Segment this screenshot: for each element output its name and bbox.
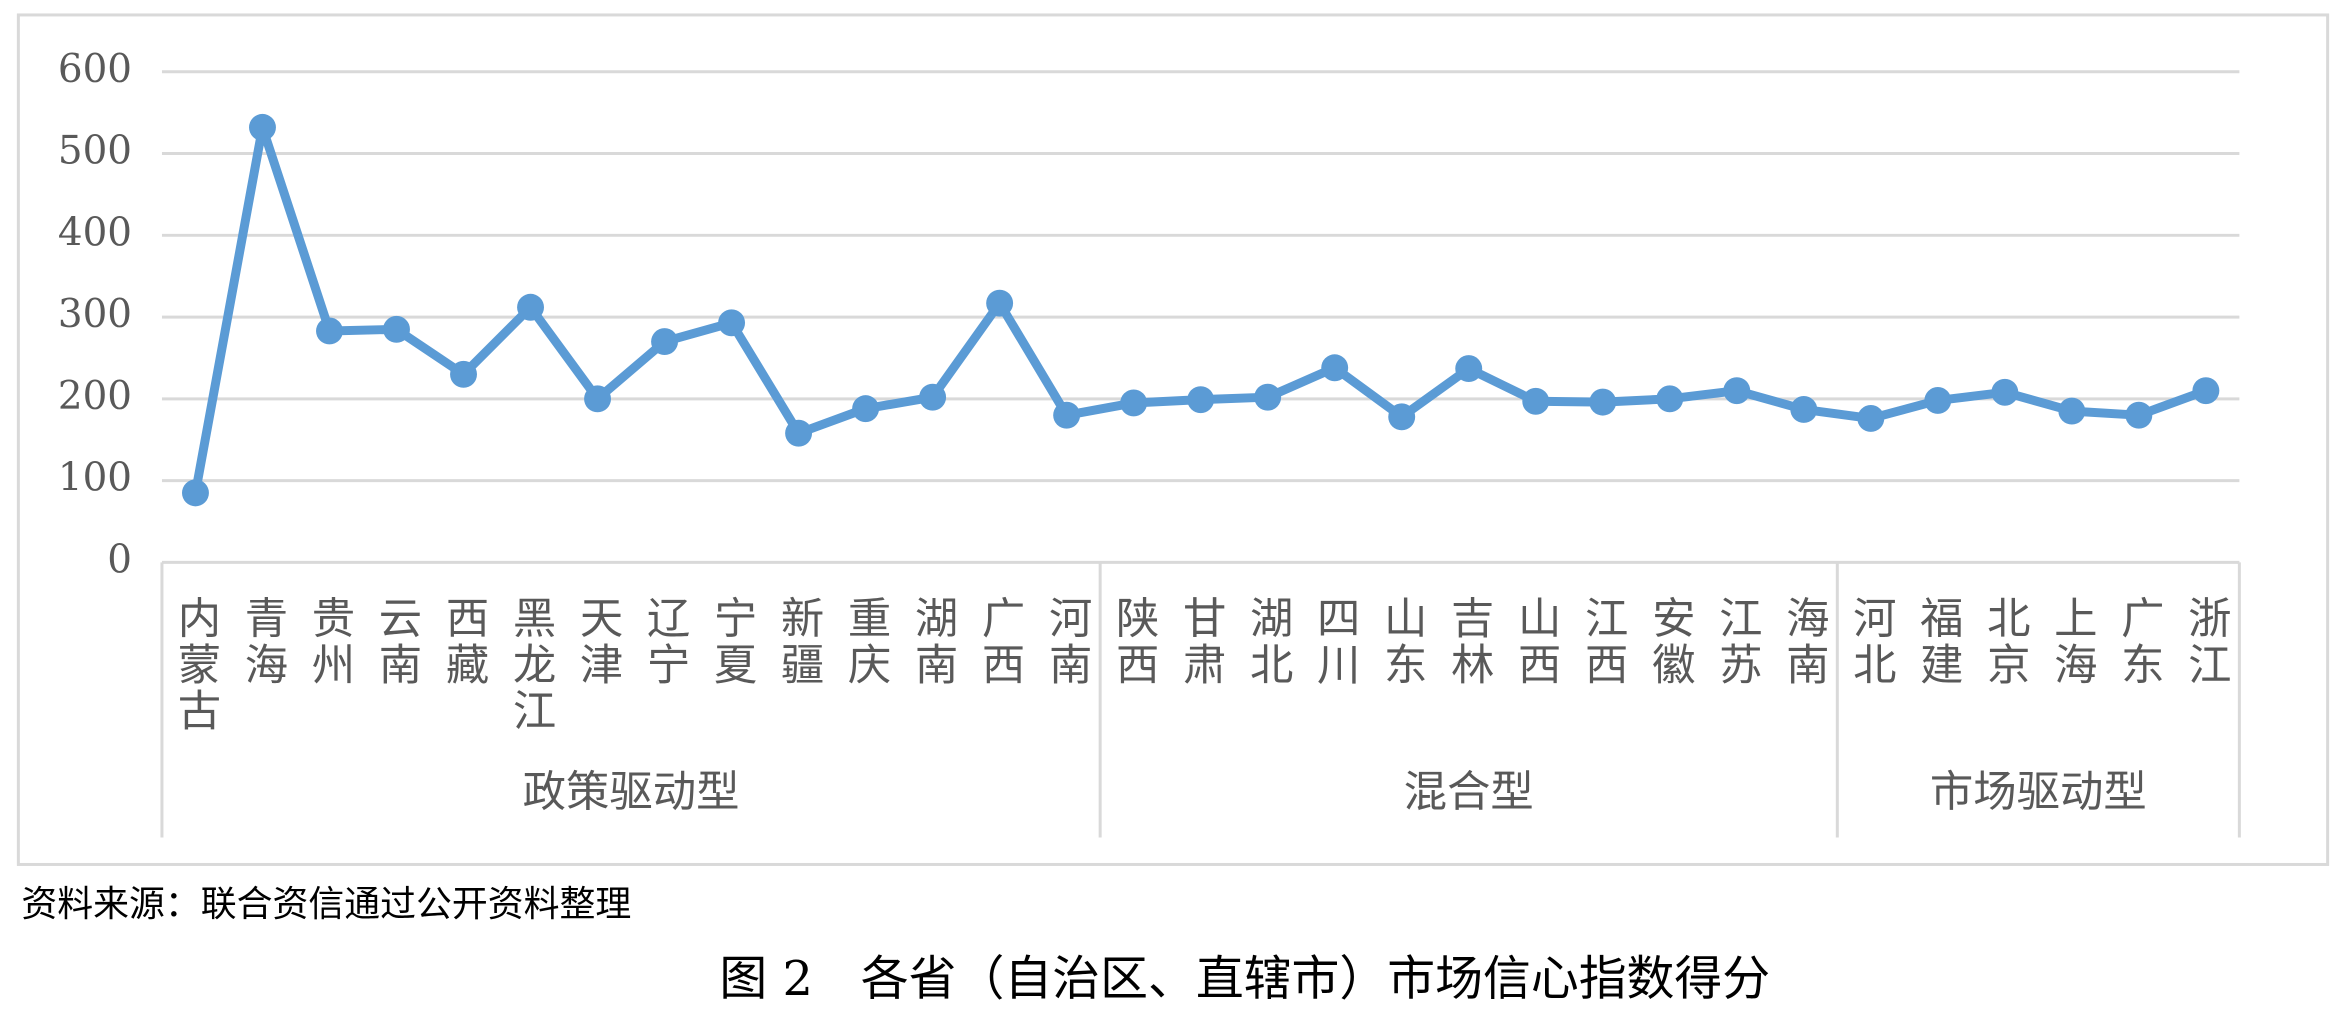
marker xyxy=(517,293,544,321)
marker xyxy=(249,113,276,141)
x-tick-label: 青海 xyxy=(237,595,287,688)
group-label: 政策驱动型 xyxy=(523,768,740,818)
marker xyxy=(383,315,410,343)
chart-border xyxy=(16,13,2330,866)
x-tick-label: 湖南 xyxy=(908,595,958,688)
x-tick-label: 重庆 xyxy=(841,595,891,688)
marker xyxy=(1924,387,1952,414)
marker xyxy=(450,360,477,388)
marker xyxy=(1321,354,1349,382)
x-tick-label: 陕西 xyxy=(1109,595,1159,688)
x-tick-label: 天津 xyxy=(573,595,623,688)
x-tick-label: 浙江 xyxy=(2181,595,2231,688)
marker xyxy=(1254,383,1282,411)
x-tick-label: 江苏 xyxy=(1712,595,1762,688)
y-tick-label: 300 xyxy=(58,292,132,337)
x-tick-label: 西藏 xyxy=(439,595,489,688)
marker xyxy=(2058,397,2086,425)
marker xyxy=(1053,401,1081,429)
marker xyxy=(1388,403,1416,431)
marker xyxy=(718,309,746,337)
marker xyxy=(2192,377,2220,405)
marker xyxy=(1991,378,2019,406)
marker xyxy=(1522,387,1550,415)
x-tick-label: 内蒙古 xyxy=(170,595,220,734)
x-tick-label: 广西 xyxy=(975,595,1025,688)
x-tick-label: 安徽 xyxy=(1645,595,1696,688)
line xyxy=(191,122,2208,494)
x-tick-label: 广东 xyxy=(2114,595,2164,688)
y-tick-label: 200 xyxy=(58,374,132,419)
x-tick-label: 贵州 xyxy=(304,595,354,688)
marker xyxy=(1120,389,1148,417)
x-tick-label: 山西 xyxy=(1511,595,1561,688)
y-tick-label: 400 xyxy=(58,210,132,255)
x-tick-label: 上海 xyxy=(2047,595,2097,688)
x-tick-label: 甘肃 xyxy=(1176,595,1226,688)
figure-caption: 图 2 各省（自治区、直辖市）市场信心指数得分 xyxy=(719,952,1770,1007)
source-note: 资料来源：联合资信通过公开资料整理 xyxy=(21,884,631,925)
marker xyxy=(182,479,209,507)
x-tick-label: 北京 xyxy=(1980,595,2030,688)
x-tick-label: 新疆 xyxy=(774,595,824,688)
marker xyxy=(584,385,612,413)
marker xyxy=(785,419,813,447)
marker xyxy=(1857,404,1885,432)
group-label: 市场驱动型 xyxy=(1930,768,2147,818)
marker xyxy=(1723,377,1751,405)
marker xyxy=(1656,385,1684,413)
x-tick-label: 河北 xyxy=(1846,595,1896,688)
marker xyxy=(2125,401,2153,429)
x-tick-label: 湖北 xyxy=(1243,595,1293,688)
marker xyxy=(651,328,679,356)
marker xyxy=(852,395,880,423)
marker xyxy=(1187,386,1215,414)
x-tick-label: 宁夏 xyxy=(707,595,757,688)
y-tick-label: 600 xyxy=(58,47,132,92)
marker xyxy=(1589,388,1617,416)
group-label: 混合型 xyxy=(1404,768,1534,818)
marker xyxy=(1455,355,1483,383)
x-tick-label: 四川 xyxy=(1310,595,1360,688)
marker xyxy=(919,383,947,411)
x-tick-label: 辽宁 xyxy=(640,595,690,688)
x-tick-label: 云南 xyxy=(372,595,422,688)
marker xyxy=(1790,396,1818,423)
x-tick-label: 黑龙江 xyxy=(506,595,556,734)
x-tick-label: 福建 xyxy=(1913,595,1964,688)
x-tick-label: 吉林 xyxy=(1444,595,1494,688)
marker xyxy=(316,317,343,345)
marker xyxy=(986,289,1014,317)
y-tick-label: 500 xyxy=(58,129,132,174)
x-tick-label: 海南 xyxy=(1779,595,1829,688)
y-tick-label: 100 xyxy=(58,456,132,501)
y-tick-label: 0 xyxy=(107,537,132,582)
x-tick-label: 河南 xyxy=(1042,595,1092,688)
x-tick-label: 江西 xyxy=(1578,595,1628,688)
x-tick-label: 山东 xyxy=(1377,595,1427,688)
